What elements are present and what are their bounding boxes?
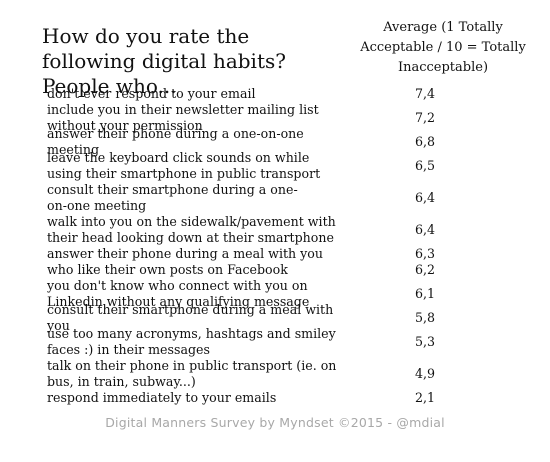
row-label: you don't know who connect with you on L… (47, 278, 310, 309)
footer-credit: Digital Manners Survey by Myndset ©2015 … (105, 415, 445, 430)
row-value: 5,3 (415, 334, 436, 349)
table-row: leave the keyboard click sounds on while… (47, 150, 492, 182)
chart-title: How do you rate the following digital ha… (42, 24, 286, 98)
row-label: walk into you on the sidewalk/pavement w… (47, 214, 336, 245)
row-label: who like their own posts on Facebook (47, 262, 288, 277)
row-value: 5,8 (415, 310, 436, 325)
row-value: 6,1 (415, 286, 436, 301)
table-row: consult their smartphone during a meal w… (47, 302, 492, 333)
habits-table: don't ever respond to your email 7,4 inclu… (47, 86, 492, 406)
row-value: 6,2 (415, 262, 436, 277)
table-row: include you in their newsletter mailing … (47, 102, 492, 134)
table-row: walk into you on the sidewalk/pavement w… (47, 214, 492, 246)
row-label: include you in their newsletter mailing … (47, 102, 319, 133)
row-value: 6,5 (415, 158, 436, 173)
row-label: leave the keyboard click sounds on while… (47, 150, 321, 181)
table-row: consult their smartphone during a one-on… (47, 182, 492, 214)
table-row: answer their phone during a meal with yo… (47, 246, 492, 262)
row-label: answer their phone during a meal with yo… (47, 246, 323, 261)
column-header: Average (1 Totally Acceptable / 10 = Tot… (360, 20, 526, 75)
row-label: respond immediately to your emails (47, 390, 277, 405)
row-label: answer their phone during a one-on-one m… (47, 126, 304, 157)
row-label: talk on their phone in public transport … (47, 358, 337, 389)
row-value: 6,3 (415, 246, 436, 261)
row-value: 6,8 (415, 134, 436, 149)
row-label: consult their smartphone during a meal w… (47, 302, 334, 333)
row-label: use too many acronyms, hashtags and smil… (47, 326, 336, 357)
table-row: talk on their phone in public transport … (47, 358, 492, 390)
table-row: respond immediately to your emails 2,1 (47, 390, 492, 406)
table-row: you don't know who connect with you on L… (47, 278, 492, 310)
table-row: who like their own posts on Facebook 6,2 (47, 262, 492, 278)
table-row: use too many acronyms, hashtags and smil… (47, 326, 492, 358)
row-label: don't ever respond to your email (47, 86, 256, 101)
table-row: answer their phone during a one-on-one m… (47, 126, 492, 157)
row-value: 6,4 (415, 222, 436, 237)
row-value: 7,4 (415, 86, 436, 101)
table-row: don't ever respond to your email 7,4 (47, 86, 492, 102)
row-value: 2,1 (415, 390, 436, 405)
row-value: 4,9 (415, 366, 436, 381)
row-label: consult their smartphone during a one-on… (47, 182, 298, 213)
row-value: 7,2 (415, 110, 436, 125)
row-value: 6,4 (415, 190, 436, 205)
